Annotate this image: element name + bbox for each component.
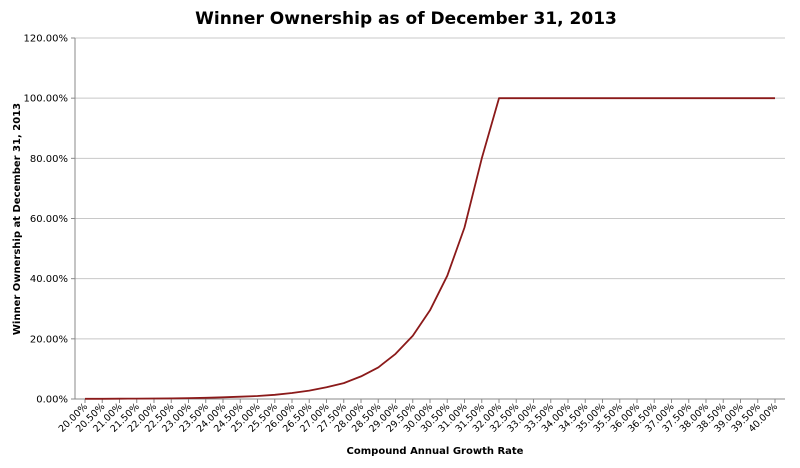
series-layer	[85, 97, 775, 400]
y-tick-label: 120.00%	[24, 34, 69, 45]
y-axis-title: Winner Ownership at December 31, 2013	[12, 103, 23, 335]
y-tick-label: 20.00%	[30, 334, 68, 345]
y-tick-label: 60.00%	[30, 214, 68, 225]
series-line	[85, 97, 775, 400]
y-tick-label: 100.00%	[24, 94, 69, 105]
y-tick-label: 0.00%	[36, 395, 68, 406]
x-axis-title: Compound Annual Growth Rate	[347, 446, 524, 457]
gridlines	[75, 37, 785, 340]
axes	[74, 38, 785, 400]
y-axis-ticks: 0.00% 20.00% 40.00% 60.00% 80.00% 100.00% 120.…	[24, 34, 75, 406]
chart-title: Winner Ownership as of December 31, 2013	[195, 9, 617, 29]
y-tick-label: 80.00%	[30, 154, 68, 165]
x-axis-ticks: 20.00%20.50%21.00%21.50%22.00%22.50%23.0…	[57, 399, 780, 435]
y-tick-label: 40.00%	[30, 274, 68, 285]
